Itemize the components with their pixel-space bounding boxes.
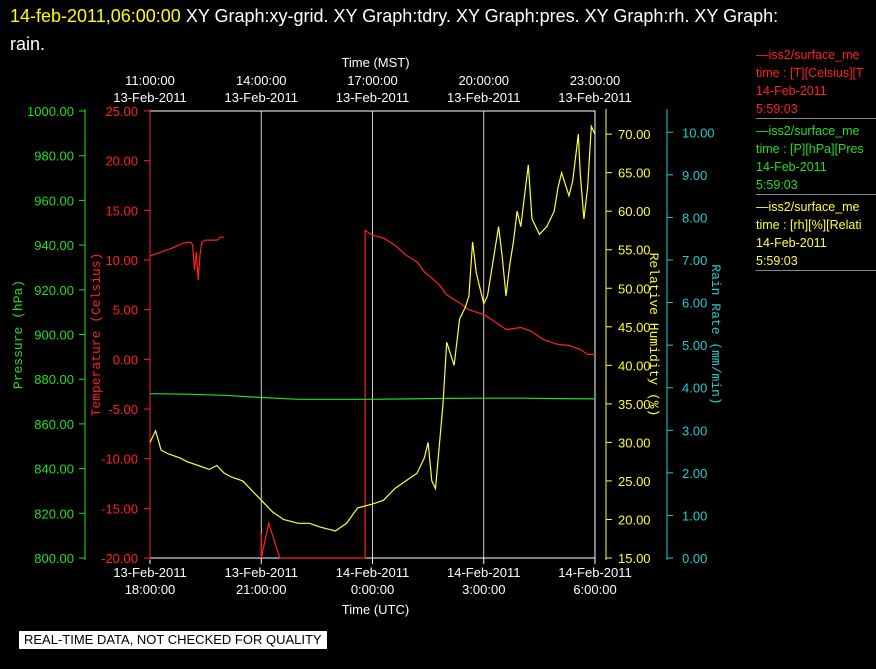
legend-entry-temperature: —iss2/surface_me time : [T][Celsius][T 1…	[756, 46, 876, 119]
y-axis-title-rh: Relative Humidity (%)	[646, 253, 661, 417]
y-tick-label-rain: 2.00	[682, 466, 707, 481]
top-tick-label-time: 23:00:00	[570, 73, 621, 88]
y-axis-title-rain: Rain Rate (mm/min)	[708, 264, 723, 404]
x-tick-label-date: 13-Feb-2011	[113, 565, 186, 580]
y-tick-label-rh: 70.00	[618, 127, 651, 142]
y-tick-label-rh: 20.00	[618, 512, 651, 527]
y-tick-label-pres: 840.00	[34, 462, 74, 477]
y-tick-label-rain: 6.00	[682, 296, 707, 311]
y-tick-label-pres: 980.00	[34, 149, 74, 164]
legend-entry-pressure: —iss2/surface_me time : [P][hPa][Pres 14…	[756, 122, 876, 195]
y-tick-label-rh: 45.00	[618, 320, 651, 335]
legend: —iss2/surface_me time : [T][Celsius][T 1…	[756, 46, 876, 274]
y-tick-label-rain: 7.00	[682, 253, 707, 268]
legend-date: 14-Feb-2011	[756, 236, 827, 250]
header-graph-list: XY Graph:xy-grid. XY Graph:tdry. XY Grap…	[185, 6, 779, 26]
y-tick-label-pres: 940.00	[34, 238, 74, 253]
x-tick-label-time: 6:00:00	[573, 582, 616, 597]
y-tick-label-rain: 0.00	[682, 551, 707, 566]
y-tick-label-pres: 820.00	[34, 506, 74, 521]
top-tick-label-date: 13-Feb-2011	[558, 90, 631, 105]
top-tick-label-time: 17:00:00	[347, 73, 398, 88]
x-tick-label-date: 13-Feb-2011	[225, 565, 298, 580]
y-tick-label-rh: 50.00	[618, 281, 651, 296]
y-tick-label-pres: 860.00	[34, 417, 74, 432]
top-tick-label-date: 13-Feb-2011	[336, 90, 409, 105]
y-tick-label-tdry: 0.00	[113, 352, 138, 367]
legend-date: 14-Feb-2011	[756, 84, 827, 98]
y-axis-title-pres: Pressure (hPa)	[11, 280, 26, 389]
qc-notice: REAL-TIME DATA, NOT CHECKED FOR QUALITY	[19, 631, 327, 649]
top-tick-label-date: 13-Feb-2011	[447, 90, 520, 105]
series-line-pres	[149, 393, 596, 400]
y-tick-label-pres: 920.00	[34, 283, 74, 298]
y-axis-title-tdry: Temperature (Celsius)	[89, 253, 104, 417]
top-tick-label-date: 13-Feb-2011	[113, 90, 186, 105]
legend-series-name: —iss2/surface_me	[756, 200, 860, 214]
y-tick-label-tdry: -10.00	[101, 452, 138, 467]
y-tick-label-rain: 3.00	[682, 423, 707, 438]
y-tick-label-rh: 60.00	[618, 204, 651, 219]
y-tick-label-rain: 8.00	[682, 210, 707, 225]
y-tick-label-rh: 65.00	[618, 166, 651, 181]
y-tick-label-rh: 35.00	[618, 397, 651, 412]
header-graph-list-cont: rain.	[10, 34, 46, 54]
y-tick-label-rh: 55.00	[618, 243, 651, 258]
legend-variable: time : [P][hPa][Pres	[756, 142, 864, 156]
x-tick-label-date: 14-Feb-2011	[336, 565, 409, 580]
y-tick-label-tdry: 5.00	[113, 303, 138, 318]
y-tick-label-tdry: 10.00	[105, 253, 138, 268]
x-tick-label-date: 14-Feb-2011	[558, 565, 631, 580]
y-tick-label-pres: 960.00	[34, 193, 74, 208]
x-tick-label-time: 0:00:00	[351, 582, 394, 597]
top-tick-label-time: 14:00:00	[236, 73, 287, 88]
legend-series-name: —iss2/surface_me	[756, 48, 860, 62]
y-tick-label-pres: 880.00	[34, 372, 74, 387]
y-tick-label-tdry: 15.00	[105, 203, 138, 218]
x-tick-label-time: 21:00:00	[236, 582, 287, 597]
series-line-tdry	[149, 229, 595, 559]
y-tick-label-rh: 15.00	[618, 551, 651, 566]
legend-entry-humidity: —iss2/surface_me time : [rh][%][Relati 1…	[756, 198, 876, 271]
y-tick-label-rain: 4.00	[682, 381, 707, 396]
y-tick-label-rh: 40.00	[618, 358, 651, 373]
legend-time: 5:59:03	[756, 254, 798, 268]
y-tick-label-tdry: 20.00	[105, 154, 138, 169]
x-tick-label-date: 14-Feb-2011	[447, 565, 520, 580]
y-tick-label-rain: 1.00	[682, 508, 707, 523]
top-tick-label-time: 11:00:00	[125, 73, 175, 88]
y-tick-label-pres: 800.00	[34, 551, 74, 566]
y-tick-label-pres: 900.00	[34, 328, 74, 343]
y-tick-label-rain: 10.00	[682, 125, 715, 140]
top-tick-label-date: 13-Feb-2011	[225, 90, 298, 105]
y-tick-label-rain: 9.00	[682, 168, 707, 183]
y-tick-label-rh: 25.00	[618, 474, 651, 489]
legend-date: 14-Feb-2011	[756, 160, 827, 174]
legend-variable: time : [rh][%][Relati	[756, 218, 862, 232]
graph-header: 14-feb-2011,06:00:00 XY Graph:xy-grid. X…	[10, 2, 860, 58]
y-tick-label-tdry: 25.00	[105, 104, 138, 119]
header-timestamp: 14-feb-2011,06:00:00	[10, 6, 181, 26]
series-line-rh	[149, 124, 596, 532]
legend-series-name: —iss2/surface_me	[756, 124, 860, 138]
legend-time: 5:59:03	[756, 102, 798, 116]
y-tick-label-tdry: -15.00	[101, 501, 138, 516]
y-tick-label-rain: 5.00	[682, 338, 707, 353]
top-axis-title: Time (MST)	[341, 55, 409, 70]
y-tick-label-pres: 1000.00	[27, 104, 74, 119]
y-tick-label-tdry: -20.00	[101, 551, 138, 566]
top-tick-label-time: 20:00:00	[458, 73, 509, 88]
x-tick-label-time: 3:00:00	[462, 582, 505, 597]
legend-time: 5:59:03	[756, 178, 798, 192]
bottom-axis-title: Time (UTC)	[342, 602, 409, 617]
x-tick-label-time: 18:00:00	[125, 582, 176, 597]
y-tick-label-tdry: -5.00	[108, 402, 138, 417]
y-tick-label-rh: 30.00	[618, 435, 651, 450]
legend-variable: time : [T][Celsius][T	[756, 66, 864, 80]
